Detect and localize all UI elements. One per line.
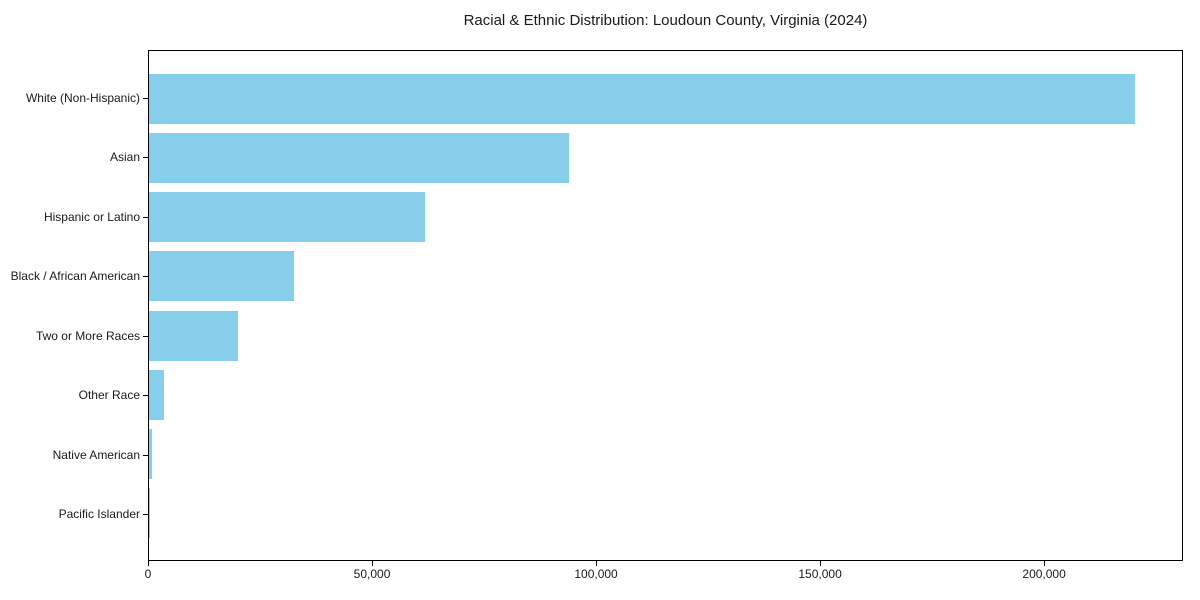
y-tick-mark [143, 216, 148, 218]
y-tick-mark [143, 157, 148, 159]
y-tick-label-white-non-hispanic: White (Non-Hispanic) [25, 90, 140, 105]
bar-white-non-hispanic [149, 73, 1136, 124]
x-tick-label-150000: 150,000 [798, 567, 842, 581]
y-tick-mark [143, 395, 148, 397]
y-tick-mark [143, 514, 148, 516]
bar-other-race [149, 369, 164, 420]
y-tick-label-native-american: Native American [52, 447, 140, 462]
x-tick-mark [372, 561, 374, 566]
x-tick-label-200000: 200,000 [1022, 567, 1066, 581]
x-tick-label-100000: 100,000 [574, 567, 618, 581]
x-tick-label-0: 0 [144, 567, 152, 581]
bar-row [149, 188, 1182, 247]
bar-asian [149, 132, 570, 183]
bar-pacific-islander [149, 488, 151, 539]
y-tick-mark [143, 276, 148, 278]
bar-row [149, 484, 1182, 543]
x-tick-mark [596, 561, 598, 566]
chart-title: Racial & Ethnic Distribution: Loudoun Co… [463, 12, 868, 29]
bar-hispanic-or-latino [149, 192, 425, 243]
bar-row [149, 69, 1182, 128]
bars-container [149, 69, 1182, 543]
bar-row [149, 365, 1182, 424]
y-tick-label-black-african-american: Black / African American [10, 269, 140, 284]
bar-row [149, 128, 1182, 187]
y-tick-mark [143, 97, 148, 99]
y-tick-label-two-or-more-races: Two or More Races [35, 328, 140, 343]
bar-native-american [149, 429, 153, 480]
y-tick-label-hispanic-or-latino: Hispanic or Latino [43, 209, 140, 224]
x-tick-label-50000: 50,000 [353, 567, 391, 581]
bar-row [149, 306, 1182, 365]
bar-row [149, 247, 1182, 306]
y-tick-label-other-race: Other Race [78, 388, 140, 403]
bar-row [149, 425, 1182, 484]
x-tick-mark [1044, 561, 1046, 566]
x-tick-mark [148, 561, 149, 566]
bar-black-african-american [149, 251, 295, 302]
x-tick-mark [820, 561, 822, 566]
y-tick-mark [143, 454, 148, 456]
y-tick-label-pacific-islander: Pacific Islander [58, 507, 140, 522]
bar-two-or-more-races [149, 310, 239, 361]
y-tick-label-asian: Asian [109, 150, 140, 165]
plot-area [148, 50, 1183, 561]
y-tick-mark [143, 335, 148, 337]
